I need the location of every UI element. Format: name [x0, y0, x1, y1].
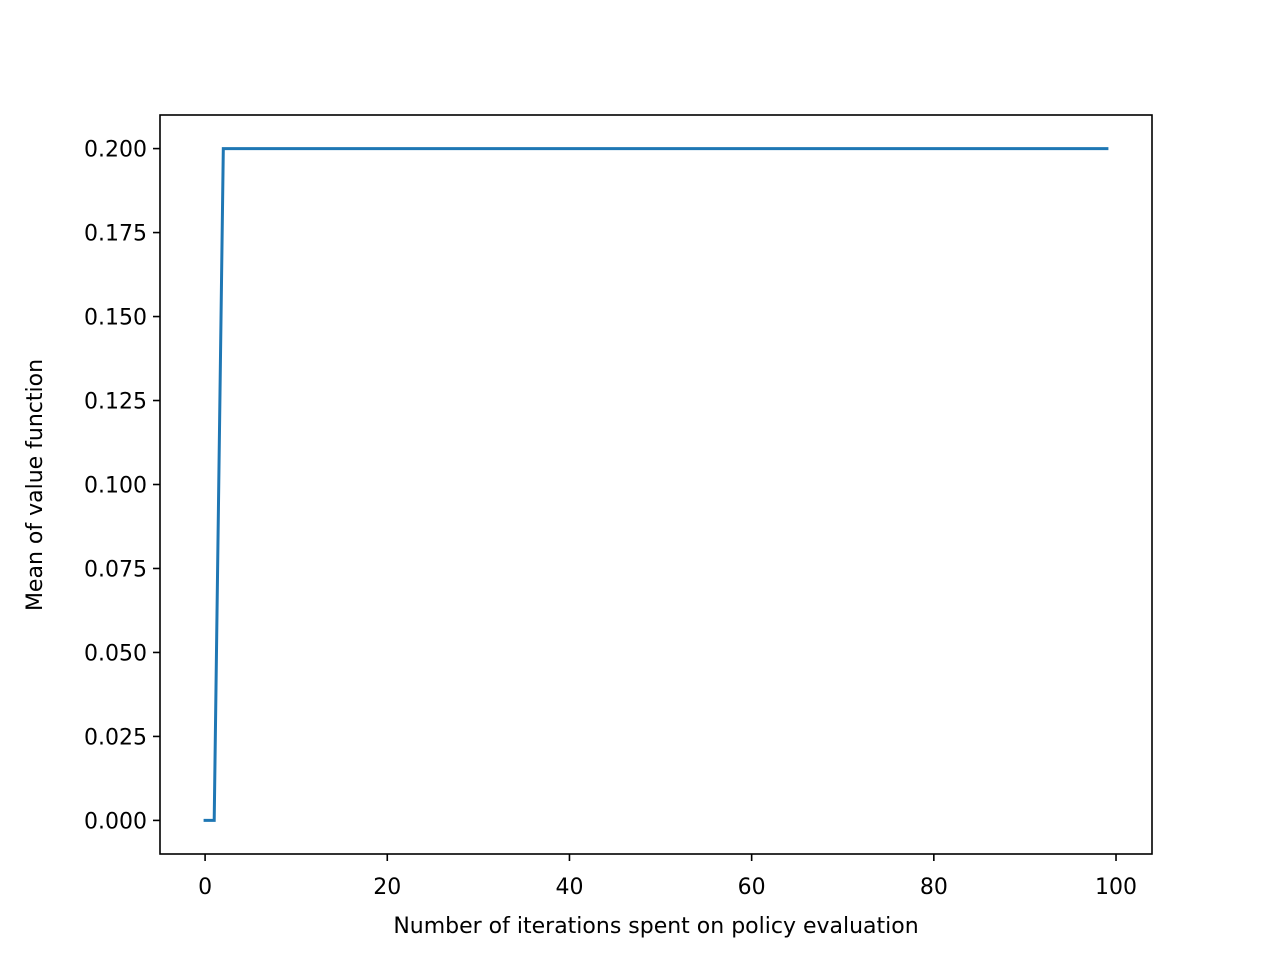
x-tick-label: 0 [198, 875, 212, 900]
y-tick-label: 0.100 [84, 474, 147, 499]
y-tick-label: 0.125 [84, 390, 147, 415]
x-axis: 0 20 40 60 80 100 [198, 854, 1137, 900]
y-axis-label: Mean of value function [23, 359, 48, 611]
y-tick-label: 0.175 [84, 222, 147, 247]
plot-frame [159, 114, 1153, 855]
x-tick-label: 40 [555, 875, 583, 900]
series-layer [203, 147, 1109, 822]
series-line [203, 147, 1109, 822]
y-tick-label: 0.200 [84, 138, 147, 163]
y-axis: 0.000 0.025 0.050 0.075 0.100 0.125 0.150 0.175… [84, 138, 160, 834]
y-tick-label: 0.050 [84, 641, 147, 666]
x-axis-label: Number of iterations spent on policy eva… [393, 914, 918, 939]
x-tick-label: 20 [373, 875, 401, 900]
x-tick-label: 80 [920, 875, 948, 900]
x-tick-label: 100 [1095, 875, 1137, 900]
y-tick-label: 0.025 [84, 725, 147, 750]
y-tick-label: 0.000 [84, 809, 147, 834]
y-tick-label: 0.075 [84, 557, 147, 582]
plot-area [159, 114, 1153, 855]
y-tick-label: 0.150 [84, 306, 147, 331]
x-tick-label: 60 [738, 875, 766, 900]
